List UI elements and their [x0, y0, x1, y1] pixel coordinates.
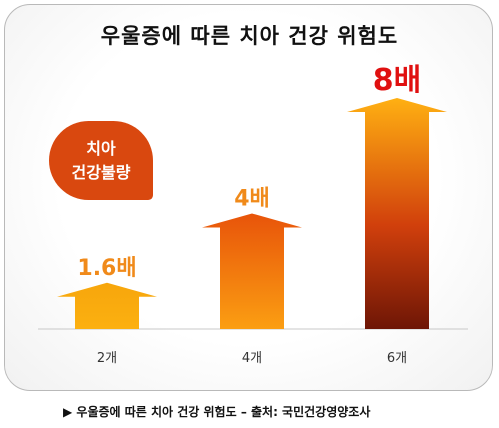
x-tick-label-1: 2개 [97, 351, 117, 366]
x-tick-label-3: 6개 [387, 351, 407, 366]
data-label-1: 1.6배 [77, 256, 136, 281]
badge-line-1: 치아 [86, 138, 116, 158]
bar-3 [347, 98, 447, 329]
bar-1 [57, 282, 157, 329]
dental-health-badge: 치아 건강불량 [49, 121, 153, 200]
data-label-2: 4배 [234, 187, 270, 212]
data-label-3: 8배 [373, 63, 421, 98]
chart-title: 우울증에 따른 치아 건강 위험도 [100, 24, 399, 48]
source-caption: ▶ 우울증에 따른 치아 건강 위험도 – 출처: 국민건강영양조사 [63, 405, 371, 419]
bar-2 [202, 213, 302, 329]
x-tick-label-2: 4개 [242, 351, 262, 366]
badge-line-2: 건강불량 [71, 162, 131, 182]
